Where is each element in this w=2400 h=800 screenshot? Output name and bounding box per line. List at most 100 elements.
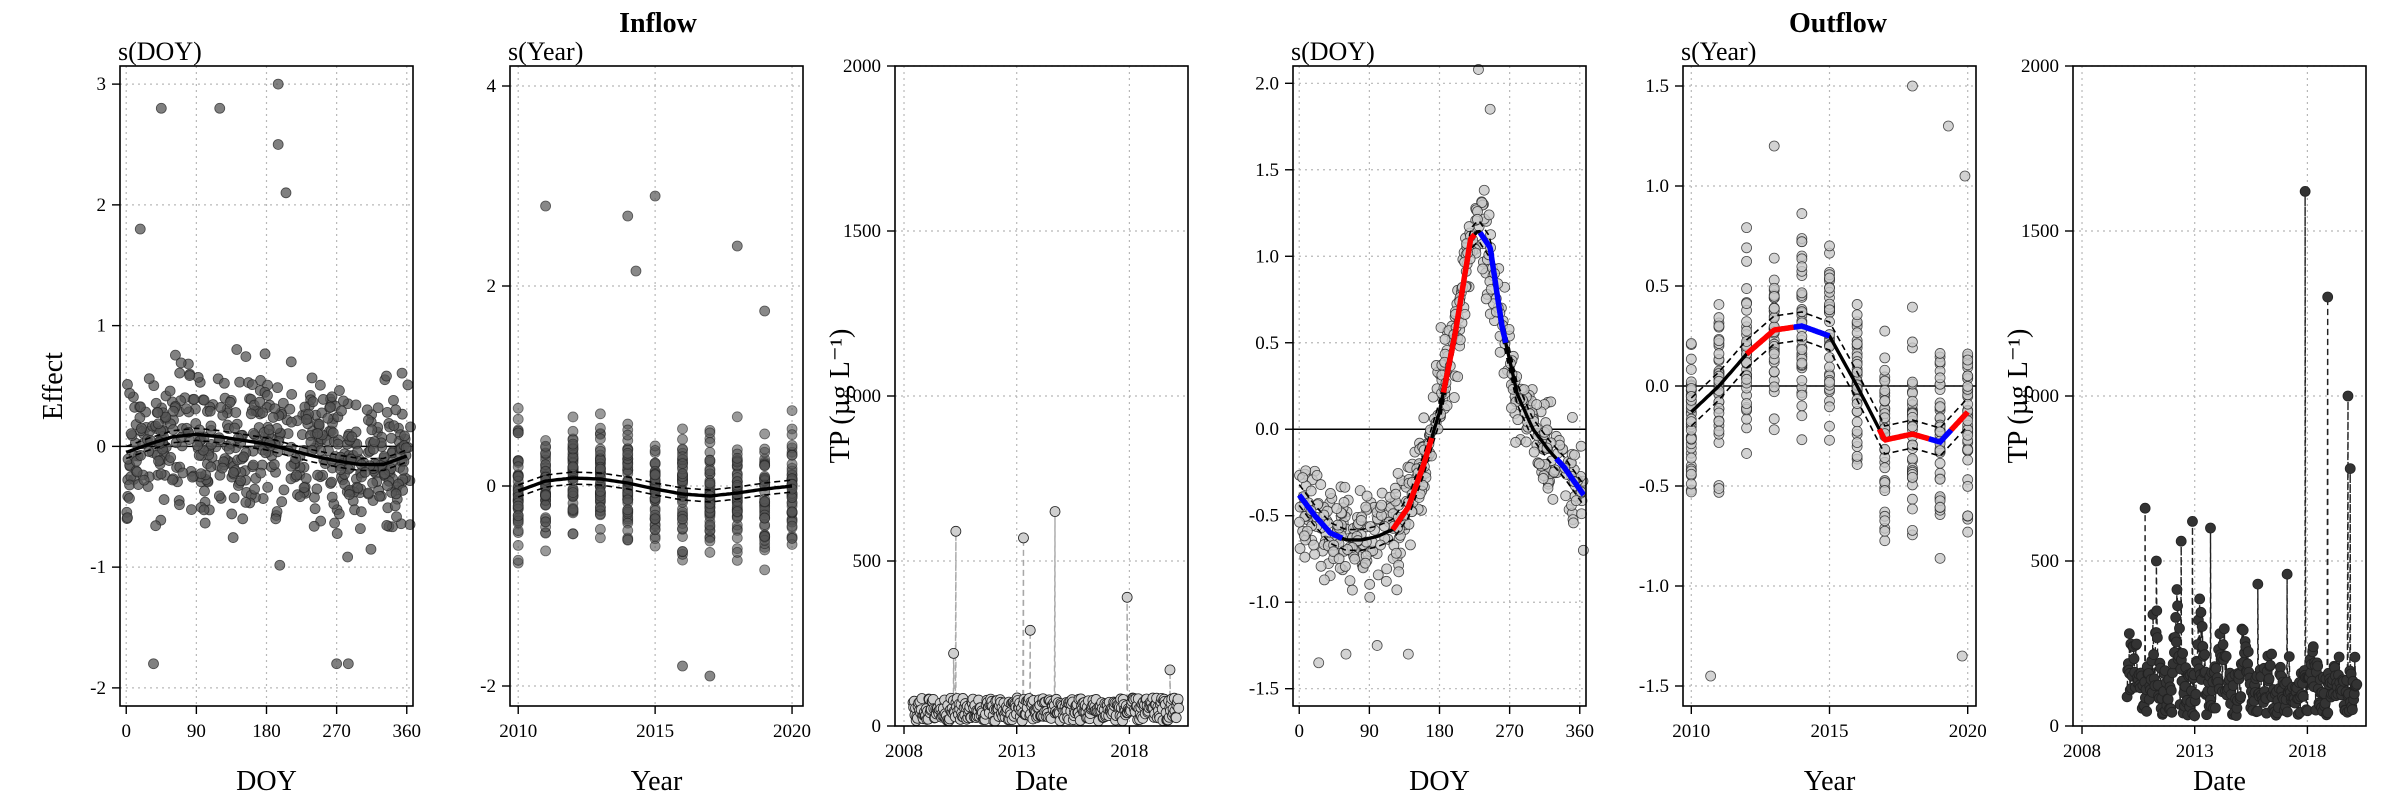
- data-point: [1942, 120, 1954, 132]
- data-point: [155, 468, 167, 480]
- data-point: [1962, 429, 1974, 441]
- data-point: [312, 428, 323, 439]
- data-point: [1360, 557, 1371, 569]
- smooth-line: [517, 476, 793, 498]
- data-point: [1768, 312, 1780, 324]
- y-tick-label: 2: [97, 195, 107, 216]
- data-point: [1768, 413, 1780, 425]
- group-titles: Inflow Outflow: [619, 8, 1888, 39]
- data-point: [594, 433, 606, 445]
- data-point: [677, 468, 688, 480]
- data-point: [391, 511, 402, 523]
- data-point: [622, 494, 634, 506]
- data-point: [326, 391, 338, 403]
- data-point: [164, 385, 176, 397]
- data-point: [1713, 348, 1725, 360]
- data-point: [309, 503, 321, 515]
- x-tick-label: 180: [1425, 721, 1454, 742]
- data-point: [512, 500, 524, 512]
- data-point: [352, 482, 364, 494]
- data-point: [1560, 490, 1572, 502]
- data-point: [567, 461, 579, 473]
- data-point: [1962, 454, 1974, 466]
- x-axis-label: Year: [1804, 766, 1856, 797]
- data-point: [704, 535, 716, 547]
- x-tick-label: 2020: [1949, 721, 1987, 742]
- y-tick-label: 1500: [2021, 221, 2059, 242]
- data-point: [1934, 445, 1946, 457]
- data-point: [540, 489, 551, 501]
- lower-ci-line: [1690, 339, 1969, 457]
- data-point: [152, 407, 164, 418]
- y-tick-label: 500: [2031, 551, 2060, 572]
- data-point: [245, 408, 257, 420]
- data-point: [594, 445, 606, 457]
- data-point: [2151, 605, 2163, 617]
- data-point: [622, 525, 634, 536]
- data-point: [342, 551, 354, 563]
- data-point: [381, 370, 392, 382]
- data-point: [2220, 650, 2232, 662]
- data-point: [362, 414, 374, 426]
- x-tick-label: 360: [393, 721, 422, 742]
- data-point: [1713, 320, 1725, 332]
- data-point: [950, 525, 962, 537]
- data-point: [512, 554, 524, 566]
- data-point: [1372, 569, 1384, 581]
- data-point: [325, 401, 336, 413]
- data-point: [405, 421, 416, 433]
- y-tick-label: 1500: [843, 221, 881, 242]
- smooth-line: [1297, 229, 1586, 542]
- y-tick-label: 1000: [2021, 386, 2059, 407]
- data-point: [1318, 574, 1330, 586]
- data-point: [276, 496, 288, 508]
- data-point: [1391, 584, 1403, 596]
- y-axis-label: Effect: [38, 352, 69, 420]
- data-point: [1741, 398, 1752, 409]
- data-point: [1575, 440, 1587, 452]
- significance-segment: [1390, 437, 1435, 532]
- data-point: [1796, 400, 1808, 412]
- data-point: [218, 377, 230, 389]
- data-point: [1907, 503, 1918, 515]
- data-point: [512, 402, 524, 414]
- data-point: [165, 452, 177, 463]
- data-point: [1907, 80, 1918, 92]
- panel-label: s(DOY): [1291, 37, 1375, 66]
- data-point: [1879, 515, 1891, 527]
- significance-segment: [1554, 456, 1586, 497]
- significance-segment: [1440, 232, 1477, 394]
- data-point: [2344, 463, 2356, 475]
- significance-segment: [1477, 231, 1509, 344]
- data-point: [301, 414, 312, 425]
- data-point: [155, 102, 167, 114]
- data-point: [1713, 299, 1725, 310]
- data-point: [1685, 478, 1697, 490]
- data-point: [274, 559, 286, 571]
- data-point: [1685, 338, 1697, 349]
- data-point: [677, 458, 688, 470]
- data-point: [213, 490, 225, 502]
- data-point: [2148, 649, 2159, 660]
- data-point: [1364, 591, 1376, 603]
- data-point: [365, 543, 377, 555]
- significance-segment: [1744, 324, 1795, 357]
- data-point: [1331, 503, 1343, 514]
- data-point: [1164, 664, 1176, 676]
- data-point: [731, 506, 743, 517]
- data-point: [1796, 357, 1808, 369]
- data-point: [314, 379, 326, 391]
- data-point: [540, 499, 551, 511]
- data-point: [2151, 632, 2163, 644]
- data-point: [759, 305, 771, 317]
- data-point: [1851, 309, 1863, 321]
- data-point: [1294, 516, 1305, 528]
- y-tick-label: 1.0: [1645, 176, 1669, 197]
- data-point: [512, 427, 524, 439]
- x-tick-label: 2013: [998, 741, 1036, 762]
- y-tick-label: 0.5: [1645, 276, 1669, 297]
- data-point: [731, 479, 743, 491]
- y-tick-label: -2: [480, 676, 496, 697]
- data-point: [677, 433, 688, 445]
